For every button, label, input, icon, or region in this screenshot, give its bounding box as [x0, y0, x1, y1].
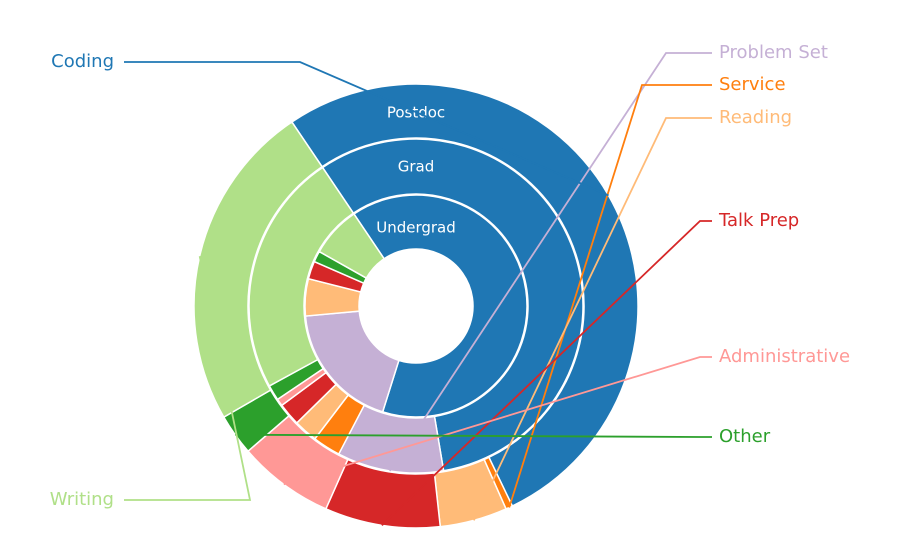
- donut-rings: [193, 83, 639, 529]
- leader-line-administrative: [283, 356, 712, 486]
- legend-entry-coding: Coding: [51, 51, 609, 197]
- ring-label-grad: Grad: [398, 158, 435, 176]
- legend-label-administrative: Administrative: [719, 346, 850, 367]
- legend-entry-other: Other: [235, 426, 771, 447]
- legend-entry-problem-set: Problem Set: [389, 42, 828, 472]
- legend-label-problem-set: Problem Set: [719, 42, 828, 63]
- slice-undergrad-coding: [352, 194, 528, 418]
- legend-entry-administrative: Administrative: [283, 346, 850, 486]
- leader-line-service: [508, 84, 712, 508]
- leader-line-talk-prep: [381, 220, 712, 527]
- legend-label-writing: Writing: [50, 489, 114, 510]
- legend-label-coding: Coding: [51, 51, 114, 72]
- legend-label-service: Service: [719, 74, 786, 95]
- ring-label-undergrad: Undergrad: [376, 219, 456, 237]
- legend: Problem Set Service Reading Talk Prep Admini…: [50, 42, 850, 527]
- legend-entry-writing: Writing: [50, 255, 252, 510]
- leader-line-other: [235, 433, 712, 438]
- legend-entry-reading: Reading: [473, 107, 792, 521]
- legend-entry-service: Service: [508, 74, 786, 508]
- legend-label-talk-prep: Talk Prep: [718, 210, 799, 231]
- slice-postdoc-writing: [193, 120, 324, 419]
- slice-grad-writing: [248, 166, 355, 387]
- slice-undergrad-writing: [318, 212, 386, 280]
- leader-line-coding: [124, 61, 609, 197]
- legend-entry-talk-prep: Talk Prep: [381, 210, 799, 527]
- legend-label-other: Other: [719, 426, 771, 447]
- legend-label-reading: Reading: [719, 107, 792, 128]
- leader-line-problem-set: [389, 52, 712, 472]
- leader-line-writing: [124, 255, 252, 501]
- leader-line-reading: [473, 117, 712, 521]
- slice-grad-coding: [321, 138, 584, 472]
- slice-postdoc-coding: [290, 83, 639, 508]
